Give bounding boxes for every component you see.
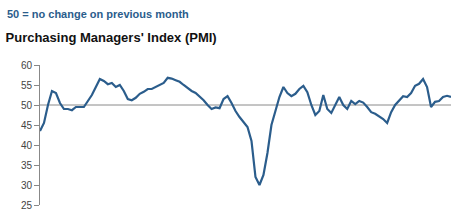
svg-text:40: 40 xyxy=(21,140,33,151)
svg-text:30: 30 xyxy=(21,180,33,191)
svg-text:45: 45 xyxy=(21,120,33,131)
svg-text:60: 60 xyxy=(21,60,33,71)
svg-text:35: 35 xyxy=(21,160,33,171)
svg-text:55: 55 xyxy=(21,80,33,91)
svg-text:50: 50 xyxy=(21,100,33,111)
svg-text:Purchasing Managers' Index (PM: Purchasing Managers' Index (PMI) xyxy=(6,30,217,45)
svg-text:25: 25 xyxy=(21,200,33,211)
svg-text:50 = no change on previous mon: 50 = no change on previous month xyxy=(7,8,189,20)
